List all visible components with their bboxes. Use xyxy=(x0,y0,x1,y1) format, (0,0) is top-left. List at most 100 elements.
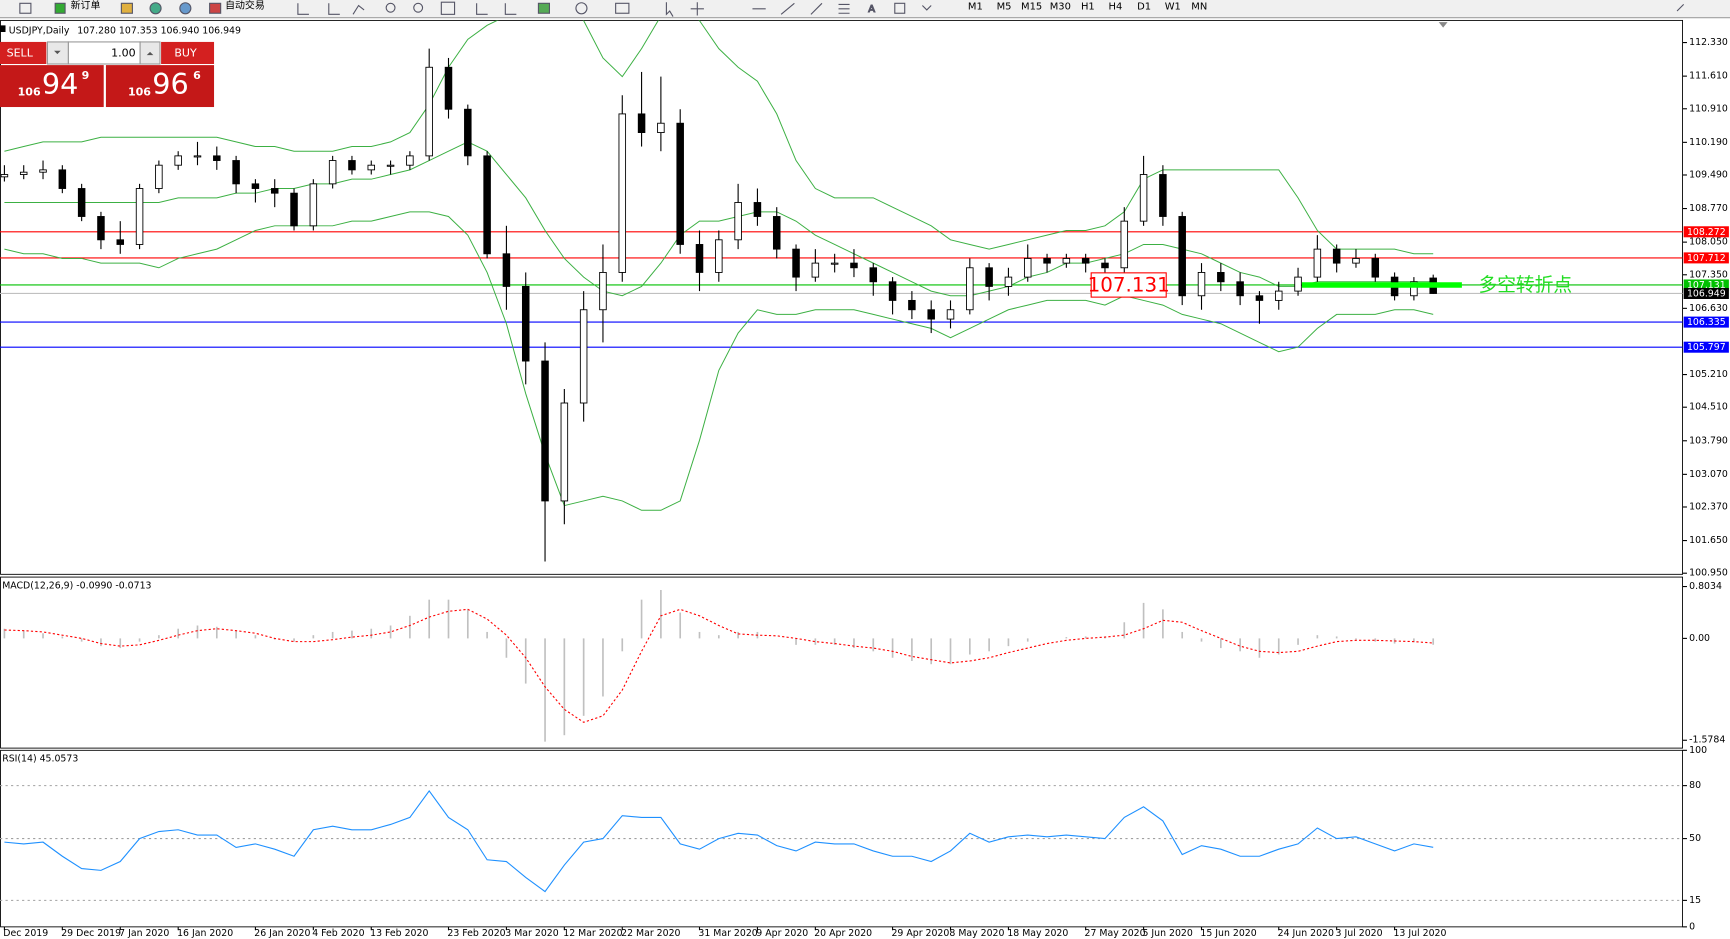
candle-body xyxy=(618,113,627,273)
toolbar-icons: A xyxy=(19,1,1685,17)
candle-body xyxy=(637,113,646,133)
y-tick-label: 111.610 xyxy=(1689,71,1728,82)
new-order-button[interactable]: 新订单 xyxy=(71,0,101,12)
draw-tools[interactable] xyxy=(665,2,850,17)
price-label-box xyxy=(1683,252,1729,264)
y-tick-label: 105.210 xyxy=(1689,369,1728,380)
y-tick-label: 15 xyxy=(1689,895,1701,906)
chart-type-icons[interactable] xyxy=(297,3,365,15)
candle-body xyxy=(1236,281,1244,297)
buy-button[interactable] xyxy=(161,41,215,64)
candle-body xyxy=(406,155,414,166)
buy-label[interactable]: BUY xyxy=(174,47,197,60)
new-order-icon[interactable] xyxy=(54,2,66,14)
timeframe-button[interactable]: H4 xyxy=(1109,2,1123,13)
candle-body xyxy=(1081,258,1090,264)
periods[interactable] xyxy=(575,2,588,15)
timeframe-button[interactable]: MN xyxy=(1191,2,1207,13)
candle-body xyxy=(1120,220,1129,269)
candle-body xyxy=(734,202,742,241)
ask-big[interactable]: 106 xyxy=(128,86,151,99)
y-tick-label: 110.190 xyxy=(1689,137,1728,148)
timeframe-button[interactable]: D1 xyxy=(1137,2,1151,13)
text-tool[interactable]: A xyxy=(868,3,876,15)
lots-value[interactable]: 1.00 xyxy=(111,47,136,60)
candle-body xyxy=(1352,258,1360,264)
y-tick-label: 101.650 xyxy=(1689,535,1728,546)
candle-body xyxy=(1043,258,1051,264)
candle-body xyxy=(116,239,125,245)
ask-main[interactable]: 96 xyxy=(152,67,188,101)
icon[interactable] xyxy=(19,2,32,14)
bollinger-band xyxy=(4,141,1434,297)
bid-box[interactable] xyxy=(0,65,104,108)
zoom-out[interactable] xyxy=(413,2,424,13)
candle-body xyxy=(464,108,472,157)
timeframe-button[interactable]: M1 xyxy=(968,2,983,13)
y-tick-label: -1.5784 xyxy=(1689,735,1725,746)
icon[interactable] xyxy=(149,2,162,15)
candle-body xyxy=(251,183,260,189)
icons[interactable] xyxy=(476,3,517,15)
candle-body xyxy=(541,360,549,502)
zoom-in[interactable] xyxy=(385,2,396,13)
tile[interactable] xyxy=(440,1,456,15)
bands xyxy=(4,20,1434,511)
y-tick-label: 110.910 xyxy=(1689,103,1728,114)
candle-body xyxy=(772,216,781,250)
timeframe-button[interactable]: M30 xyxy=(1050,2,1071,13)
main-panel xyxy=(0,19,1683,575)
icon[interactable] xyxy=(120,2,133,14)
y-tick-label: 102.370 xyxy=(1689,501,1728,512)
candle-body xyxy=(676,122,684,245)
price-label-box xyxy=(1683,279,1729,291)
x-tick-label: 20 Apr 2020 xyxy=(814,928,872,939)
ohlc-info: 107.280 107.353 106.940 106.949 xyxy=(77,25,241,36)
x-tick-label: 4 Feb 2020 xyxy=(312,928,364,939)
arrows-tool[interactable] xyxy=(921,4,1685,12)
auto-trading-button[interactable]: 自动交易 xyxy=(225,0,265,12)
label-tool[interactable] xyxy=(894,2,906,14)
candle-body xyxy=(97,216,105,241)
timeframe-button[interactable]: W1 xyxy=(1165,2,1181,13)
candle-body xyxy=(444,66,453,110)
indicators[interactable] xyxy=(537,2,551,14)
up-arrow xyxy=(146,51,154,56)
x-tick-label: 3 Jul 2020 xyxy=(1336,928,1383,939)
price-label-box xyxy=(1683,226,1729,238)
price-label-box xyxy=(1683,341,1729,353)
candle-body xyxy=(483,155,491,255)
x-tick-label: 22 Mar 2020 xyxy=(621,928,680,939)
candle-body xyxy=(1139,174,1148,222)
macd-signal xyxy=(4,608,1434,723)
candle-body xyxy=(946,309,955,320)
ask-pip[interactable]: 6 xyxy=(193,69,201,82)
candle-body xyxy=(1332,248,1341,264)
candle-body xyxy=(1023,258,1032,278)
candle-body xyxy=(888,281,897,301)
bid-main[interactable]: 94 xyxy=(42,67,78,101)
templates[interactable] xyxy=(615,2,630,14)
sell-label[interactable]: SELL xyxy=(7,47,34,60)
icon[interactable] xyxy=(179,2,192,15)
candle-body xyxy=(502,253,511,287)
one-click-trading: SELL 1.00 BUY 106 94 9 106 96 6 xyxy=(0,41,215,108)
y-tick-label: 106.630 xyxy=(1689,303,1728,314)
timeframe-button[interactable]: M15 xyxy=(1021,2,1042,13)
bid-big[interactable]: 106 xyxy=(18,86,41,99)
y-tick-label: 103.070 xyxy=(1689,469,1728,480)
candle-body xyxy=(1197,272,1206,297)
candle-body xyxy=(599,272,607,311)
ask-box[interactable] xyxy=(105,65,215,108)
candle-body xyxy=(328,160,337,185)
bid-pip[interactable]: 9 xyxy=(82,69,90,82)
x-tick-label: 7 Jan 2020 xyxy=(119,928,169,939)
timeframe-button[interactable]: M5 xyxy=(997,2,1012,13)
candle-body xyxy=(1371,258,1380,278)
auto-trading-icon[interactable] xyxy=(209,2,222,14)
sell-button[interactable] xyxy=(0,41,47,64)
timeframe-button[interactable]: H1 xyxy=(1081,2,1095,13)
macd-title: MACD(12,26,9) -0.0990 -0.0713 xyxy=(2,580,151,591)
candle-body xyxy=(1274,290,1283,301)
y-tick-label: 107.350 xyxy=(1689,269,1728,280)
